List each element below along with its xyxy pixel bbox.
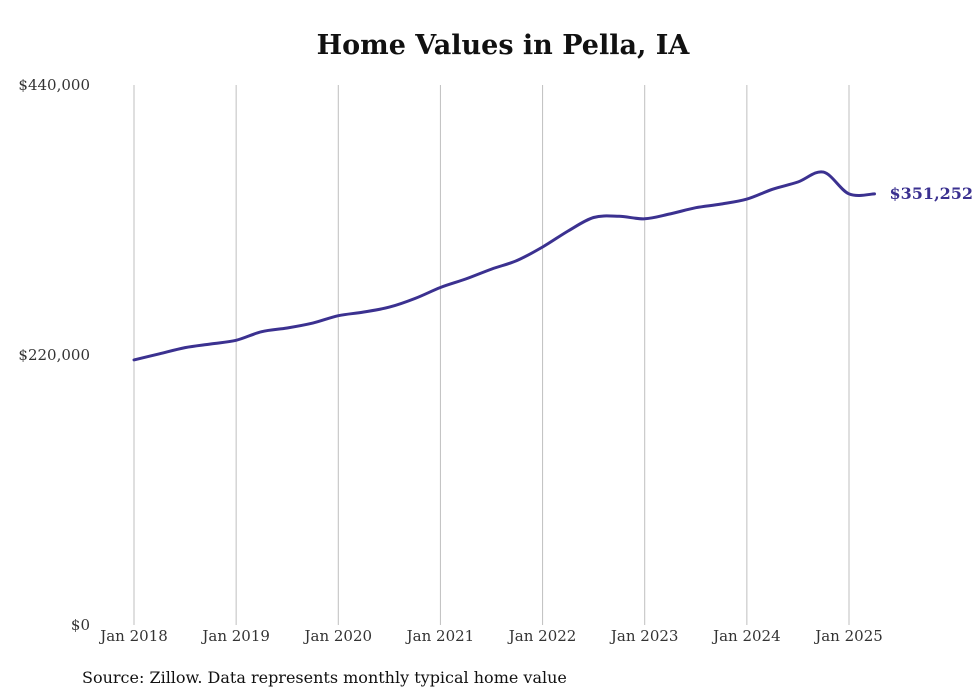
end-labels: $351,252 [890,184,974,203]
y-tick-label: $220,000 [18,346,90,364]
x-tick-label: Jan 2024 [711,627,781,645]
y-tick-label: $0 [71,616,90,634]
x-tick-label: Jan 2025 [813,627,883,645]
x-tick-label: Jan 2023 [609,627,679,645]
y-tick-label: $440,000 [18,76,90,94]
gridlines [133,85,850,625]
x-tick-label: Jan 2018 [98,627,168,645]
end-value-label: $351,252 [890,184,974,203]
x-tick-label: Jan 2021 [405,627,475,645]
source-note: Source: Zillow. Data represents monthly … [82,668,567,687]
x-tick-label: Jan 2022 [507,627,577,645]
series-line [132,170,876,362]
chart-title: Home Values in Pella, IA [316,30,690,61]
x-tick-label: Jan 2019 [200,627,270,645]
x-tick-label: Jan 2020 [303,627,373,645]
y-axis-ticks: $0 $220,000 $440,000 [18,76,90,634]
x-axis-ticks: Jan 2018 Jan 2019 Jan 2020 Jan 2021 Jan 2022… [98,627,883,645]
series-layer [132,170,876,362]
